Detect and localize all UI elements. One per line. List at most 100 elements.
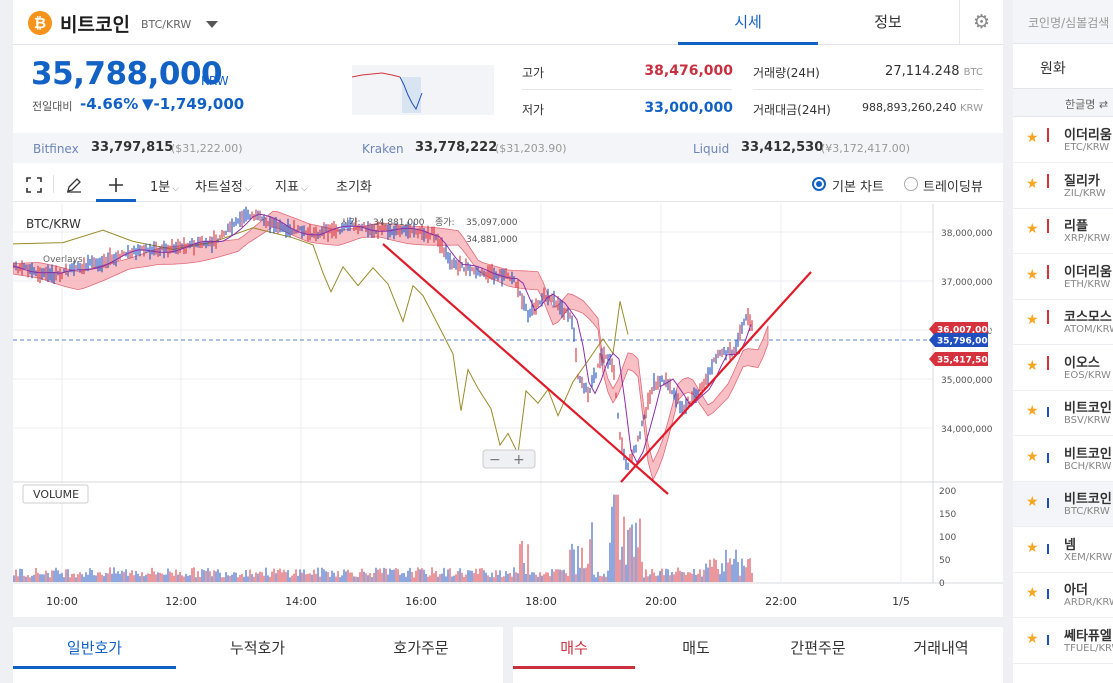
coin-list-item[interactable]: ★ 리플 XRP/KRW xyxy=(1013,209,1113,254)
gear-icon[interactable]: ⚙ xyxy=(959,0,1003,45)
tab-sell[interactable]: 매도 xyxy=(682,639,710,657)
price-tag-label: 35,417,500 xyxy=(937,356,994,366)
radio-tradingview[interactable] xyxy=(904,177,918,191)
time-tick-label: 20:00 xyxy=(645,595,677,608)
sparkline-red xyxy=(352,72,401,78)
zoom-in-button[interactable]: + xyxy=(513,452,525,468)
time-tick-label: 18:00 xyxy=(525,595,557,608)
mini-candle-icon xyxy=(1047,589,1049,599)
sparkline-blue xyxy=(399,76,423,111)
star-icon[interactable]: ★ xyxy=(1026,630,1039,647)
tab-quotes[interactable]: 시세 xyxy=(678,0,818,45)
exchange-name: Liquid xyxy=(693,142,730,156)
star-icon[interactable]: ★ xyxy=(1026,266,1039,283)
coin-search-input[interactable]: 코인명/심볼검색 xyxy=(1013,0,1113,44)
change-label: 전일대비 xyxy=(32,100,73,113)
high-value: 38,476,000 xyxy=(644,63,733,79)
mini-candle-icon xyxy=(1047,498,1049,508)
coin-list-item[interactable]: ★ 비트코인 BTC/KRW xyxy=(1013,482,1113,527)
overlays-label[interactable]: Overlays xyxy=(43,255,83,265)
crosshair-tool[interactable] xyxy=(96,170,136,202)
volume-tick-label: 200 xyxy=(939,487,956,497)
coin-list-item[interactable]: ★ 이오스 EOS/KRW xyxy=(1013,346,1113,391)
zoom-out-button[interactable]: − xyxy=(489,452,501,468)
coin-name[interactable]: 비트코인 xyxy=(60,14,130,36)
radio-basic-chart[interactable] xyxy=(812,177,826,191)
coin-korean-name: 비트코인 xyxy=(1064,446,1112,462)
tab-cumulative-orderbook[interactable]: 누적호가 xyxy=(229,639,286,657)
tab-orderbook-order[interactable]: 호가주문 xyxy=(393,639,449,657)
pencil-icon[interactable] xyxy=(65,176,83,194)
star-icon[interactable]: ★ xyxy=(1026,403,1039,419)
coin-list-item[interactable]: ★ 비트코인 BSV/KRW xyxy=(1013,391,1113,436)
change-amount: ▼-1,749,000 xyxy=(142,95,245,113)
coin-list-item[interactable]: ★ 이더리움 ETH/KRW xyxy=(1013,255,1113,300)
tab-info[interactable]: 정보 xyxy=(874,13,902,31)
ohlc-close-label: 종가: xyxy=(435,217,455,228)
tab-trade-history[interactable]: 거래내역 xyxy=(913,639,969,657)
coin-symbol: BCH/KRW xyxy=(1064,460,1112,472)
coin-korean-name: 리플 xyxy=(1064,219,1088,234)
exchange-name: Bitfinex xyxy=(33,142,79,156)
fullscreen-icon[interactable] xyxy=(26,177,42,193)
star-icon[interactable]: ★ xyxy=(1026,221,1039,237)
tab-buy[interactable]: 매수 xyxy=(513,627,635,669)
price-chart[interactable]: 38,000,00037,000,00036,000,00035,000,000… xyxy=(13,204,1003,616)
star-icon[interactable]: ★ xyxy=(1026,448,1039,465)
star-icon[interactable]: ★ xyxy=(1026,312,1039,328)
exchange-usd: (¥3,172,417.00) xyxy=(821,142,911,155)
reset-button[interactable]: 초기화 xyxy=(336,180,372,195)
coin-korean-name: 아더 xyxy=(1064,583,1088,598)
tab-krw-market[interactable]: 원화 xyxy=(1013,44,1113,89)
exchange-bar xyxy=(13,133,1003,163)
coin-korean-name: 이오스 xyxy=(1064,355,1100,371)
star-icon[interactable]: ★ xyxy=(1026,175,1039,192)
coin-header: ₿ 비트코인 BTC/KRW 시세 정보 ⚙ xyxy=(13,0,1003,45)
star-icon[interactable]: ★ xyxy=(1026,585,1039,601)
star-icon[interactable]: ★ xyxy=(1026,130,1039,146)
tab-simple-order[interactable]: 간편주문 xyxy=(790,639,846,657)
low-label: 저가 xyxy=(522,103,545,117)
trade-value: 988,893,260,240 KRW xyxy=(862,101,983,114)
orderbook-panel xyxy=(13,627,503,683)
time-tick-label: 1/5 xyxy=(892,595,910,608)
order-panel xyxy=(513,627,1003,683)
time-tick-label: 12:00 xyxy=(165,595,197,608)
coin-list-item[interactable]: ★ 질리카 ZIL/KRW xyxy=(1013,164,1113,209)
coin-list-sidebar: 코인명/심볼검색 원화 한글명 ⇄ ★ 이더리움 ETC/KRW ★ 질리카 ZIL/KR… xyxy=(1013,0,1113,683)
exchange-krw: 33,412,530 xyxy=(741,140,824,155)
coin-korean-name: 비트코인 xyxy=(1064,401,1112,416)
ohlc-open-value: 34,881,000 xyxy=(373,218,425,228)
coin-symbol: XEM/KRW xyxy=(1064,551,1113,563)
mini-candle-icon xyxy=(1047,543,1049,554)
chevron-down-icon[interactable] xyxy=(206,21,218,28)
tab-general-orderbook[interactable]: 일반호가 xyxy=(13,627,176,669)
star-icon[interactable]: ★ xyxy=(1026,357,1039,374)
current-price: 35,788,000 xyxy=(31,56,223,92)
indicators-menu[interactable]: 지표 ⌵ xyxy=(275,180,308,195)
coin-symbol: ETH/KRW xyxy=(1064,278,1111,290)
coin-list-item[interactable]: ★ 이더리움 ETC/KRW xyxy=(1013,118,1113,163)
coin-pair: BTC/KRW xyxy=(141,18,192,31)
sort-by-name[interactable]: 한글명 ⇄ xyxy=(1013,89,1113,117)
olive-series-line xyxy=(13,227,629,456)
star-icon[interactable]: ★ xyxy=(1026,539,1039,556)
interval-select[interactable]: 1분 ⌵ xyxy=(150,180,180,195)
coin-korean-name: 질리카 xyxy=(1064,173,1100,189)
coin-symbol: XRP/KRW xyxy=(1064,233,1111,244)
coin-list-item[interactable]: ★ 비트코인 BCH/KRW xyxy=(1013,437,1113,482)
mini-candle-icon xyxy=(1047,264,1049,279)
exchange-krw: 33,778,222 xyxy=(415,140,498,155)
low-value: 33,000,000 xyxy=(644,100,733,116)
ohlc-low-value: 34,881,000 xyxy=(466,235,518,245)
coin-symbol: ARDR/KRW xyxy=(1064,597,1113,608)
coin-list-item[interactable]: ★ 넴 XEM/KRW xyxy=(1013,528,1113,573)
high-label: 고가 xyxy=(522,66,545,80)
star-icon[interactable]: ★ xyxy=(1026,494,1039,510)
coin-symbol: EOS/KRW xyxy=(1064,369,1111,381)
chart-settings-menu[interactable]: 차트설정 ⌵ xyxy=(195,180,252,195)
trend-lines[interactable] xyxy=(382,243,812,495)
